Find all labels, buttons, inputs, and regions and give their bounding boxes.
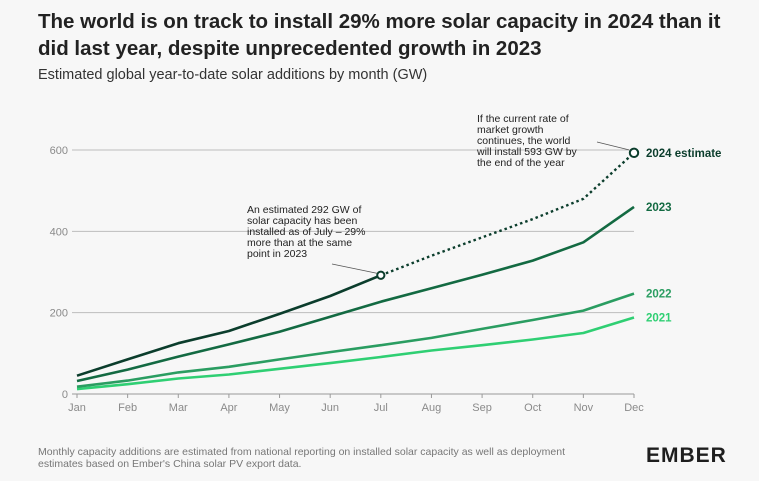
july-annotation-line: installed as of July – 29% <box>247 226 365 238</box>
x-tick-label: Aug <box>422 402 442 414</box>
x-tick-label: Dec <box>624 402 644 414</box>
series-label-2022: 2022 <box>646 289 672 301</box>
y-tick-label: 400 <box>50 226 68 238</box>
x-tick-label: Apr <box>220 402 237 414</box>
footnote: Monthly capacity additions are estimated… <box>38 446 566 470</box>
july-2024-marker <box>376 270 386 280</box>
x-tick-label: Feb <box>118 402 137 414</box>
july-annotation-line: An estimated 292 GW of <box>247 204 361 216</box>
ember-logo: EMBER <box>646 444 727 467</box>
december-annotation-leader <box>596 141 630 151</box>
december-annotation-line: will install 593 GW by <box>476 146 578 158</box>
x-tick-label: Jul <box>374 402 388 414</box>
x-tick-label: Mar <box>169 402 188 414</box>
y-tick-label: 200 <box>50 308 68 320</box>
series-line-2021 <box>76 316 635 391</box>
x-tick-label: Jan <box>68 402 86 414</box>
chart-subtitle: Estimated global year-to-date solar addi… <box>38 67 428 83</box>
y-tick-label: 600 <box>50 145 68 157</box>
series-label-2023: 2023 <box>646 202 672 214</box>
december-annotation-line: market growth <box>477 124 544 136</box>
x-tick-label: Nov <box>574 402 594 414</box>
series-line-2022 <box>76 292 635 388</box>
series-line-2023 <box>76 205 635 383</box>
x-tick-label: Oct <box>524 402 541 414</box>
december-annotation-line: the end of the year <box>477 157 565 169</box>
x-tick-label: Sep <box>472 402 492 414</box>
series-line-2024 <box>76 274 382 377</box>
december-annotation-line: continues, the world <box>477 135 571 147</box>
july-annotation-line: solar capacity has been <box>247 215 357 227</box>
line-chart: 0 200 400 600 Jan Feb Mar Apr May Jun Jul Aug Sep Oct… <box>50 113 722 414</box>
december-annotation-line: If the current rate of <box>477 113 569 125</box>
series-label-2021: 2021 <box>646 313 672 325</box>
series-line-2024-estimate <box>380 151 635 277</box>
series-label-2024-estimate: 2024 estimate <box>646 148 721 160</box>
december-2024-estimate-marker <box>628 147 640 159</box>
chart-title: The world is on track to install 29% mor… <box>38 10 721 60</box>
july-annotation-line: point in 2023 <box>247 248 307 260</box>
x-tick-label: May <box>269 402 290 414</box>
x-tick-label: Jun <box>321 402 339 414</box>
july-annotation-line: more than at the same <box>247 237 352 249</box>
y-tick-label: 0 <box>62 389 68 401</box>
july-annotation-leader <box>331 263 377 274</box>
